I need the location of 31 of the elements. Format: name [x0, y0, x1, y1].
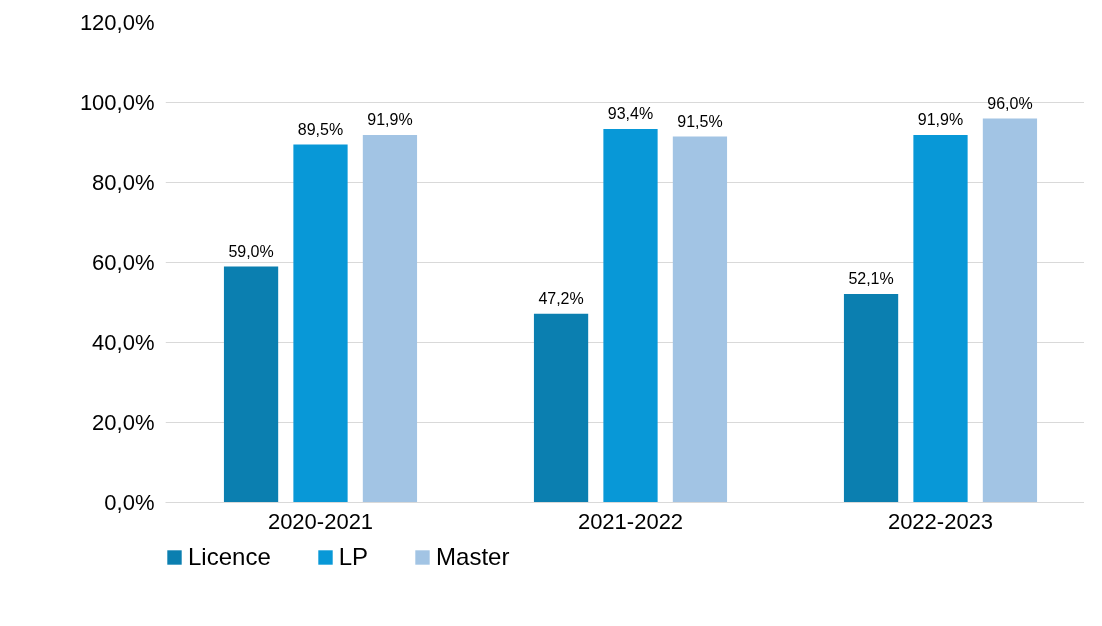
- y-tick-label: 20,0%: [92, 410, 155, 435]
- legend-label: LP: [338, 543, 369, 571]
- bar: [362, 134, 418, 503]
- legend-label: Licence: [188, 543, 271, 571]
- bar: [672, 136, 728, 503]
- legend-label: Master: [436, 543, 510, 571]
- y-tick-label: 120,0%: [79, 10, 155, 35]
- y-tick-label: 100,0%: [79, 90, 155, 115]
- y-tick-label: 60,0%: [92, 250, 155, 275]
- x-tick-label: 2022-2023: [887, 508, 994, 534]
- data-label: 47,2%: [538, 289, 584, 307]
- data-label: 91,9%: [917, 110, 964, 128]
- bar: [223, 266, 279, 503]
- data-label: 91,5%: [677, 112, 723, 130]
- data-label: 93,4%: [607, 104, 654, 122]
- data-label: 96,0%: [987, 94, 1033, 112]
- data-label: 89,5%: [297, 120, 344, 138]
- y-tick-label: 80,0%: [92, 170, 155, 195]
- bar: [603, 128, 658, 503]
- y-tick-label: 40,0%: [92, 330, 155, 355]
- bar: [913, 134, 968, 503]
- bar: [293, 144, 348, 503]
- x-tick-label: 2021-2022: [577, 508, 684, 534]
- data-label: 59,0%: [228, 242, 274, 260]
- data-label: 52,1%: [848, 270, 894, 288]
- bar: [982, 118, 1038, 503]
- x-tick-label: 2020-2021: [267, 508, 374, 534]
- data-label: 91,9%: [367, 110, 413, 128]
- y-tick-label: 0,0%: [104, 490, 155, 515]
- bar: [533, 313, 589, 503]
- bar: [843, 294, 899, 503]
